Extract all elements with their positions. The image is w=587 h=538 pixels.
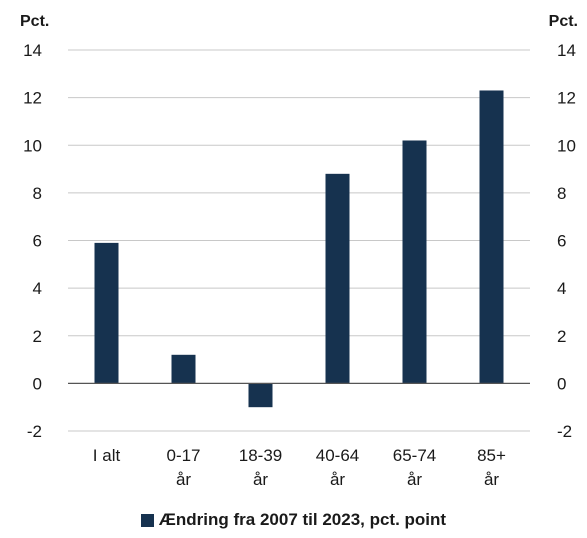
legend: Ændring fra 2007 til 2023, pct. point bbox=[0, 510, 587, 530]
x-tick-label: år bbox=[407, 470, 422, 489]
y-tick-right: 6 bbox=[557, 232, 566, 251]
x-tick-label: 40-64 bbox=[316, 446, 359, 465]
x-tick-label: I alt bbox=[93, 446, 121, 465]
bar bbox=[325, 173, 350, 384]
y-tick-left: 4 bbox=[33, 279, 42, 298]
y-tick-left: 2 bbox=[33, 327, 42, 346]
x-tick-label: år bbox=[176, 470, 191, 489]
y-tick-right: -2 bbox=[557, 422, 572, 441]
bar bbox=[171, 354, 196, 384]
x-tick-label: 85+ bbox=[477, 446, 506, 465]
bars bbox=[94, 90, 504, 408]
y-axis-left-unit: Pct. bbox=[20, 13, 49, 30]
y-tick-right: 14 bbox=[557, 41, 576, 60]
y-tick-left: 8 bbox=[33, 184, 42, 203]
x-tick-label: 18-39 bbox=[239, 446, 282, 465]
x-tick-label: 0-17 bbox=[166, 446, 200, 465]
y-tick-left: -2 bbox=[27, 422, 42, 441]
y-tick-right: 12 bbox=[557, 89, 576, 108]
legend-label: Ændring fra 2007 til 2023, pct. point bbox=[158, 510, 447, 529]
y-tick-right: 2 bbox=[557, 327, 566, 346]
y-tick-right: 0 bbox=[557, 374, 566, 393]
x-tick-label: år bbox=[484, 470, 499, 489]
y-axis-right-unit: Pct. bbox=[549, 13, 578, 30]
y-tick-right: 4 bbox=[557, 279, 566, 298]
y-tick-left: 6 bbox=[33, 232, 42, 251]
y-tick-left: 10 bbox=[23, 136, 42, 155]
x-tick-label: år bbox=[253, 470, 268, 489]
bar bbox=[94, 242, 119, 384]
x-tick-label: år bbox=[330, 470, 345, 489]
y-tick-left: 14 bbox=[23, 41, 42, 60]
x-axis-categories: I alt 0-17 år 18-39 år 40-64 år 65-74 år 85+ år bbox=[93, 446, 506, 489]
grid-lines bbox=[68, 49, 530, 432]
y-axis-left: -2 0 2 4 6 8 10 12 14 bbox=[23, 41, 42, 441]
bar bbox=[479, 90, 504, 384]
y-tick-right: 10 bbox=[557, 136, 576, 155]
bar bbox=[248, 383, 273, 408]
y-tick-right: 8 bbox=[557, 184, 566, 203]
x-tick-label: 65-74 bbox=[393, 446, 436, 465]
y-tick-left: 0 bbox=[33, 374, 42, 393]
legend-swatch bbox=[140, 513, 154, 527]
y-axis-right: -2 0 2 4 6 8 10 12 14 bbox=[557, 41, 576, 441]
bar bbox=[402, 140, 427, 384]
y-tick-left: 12 bbox=[23, 89, 42, 108]
